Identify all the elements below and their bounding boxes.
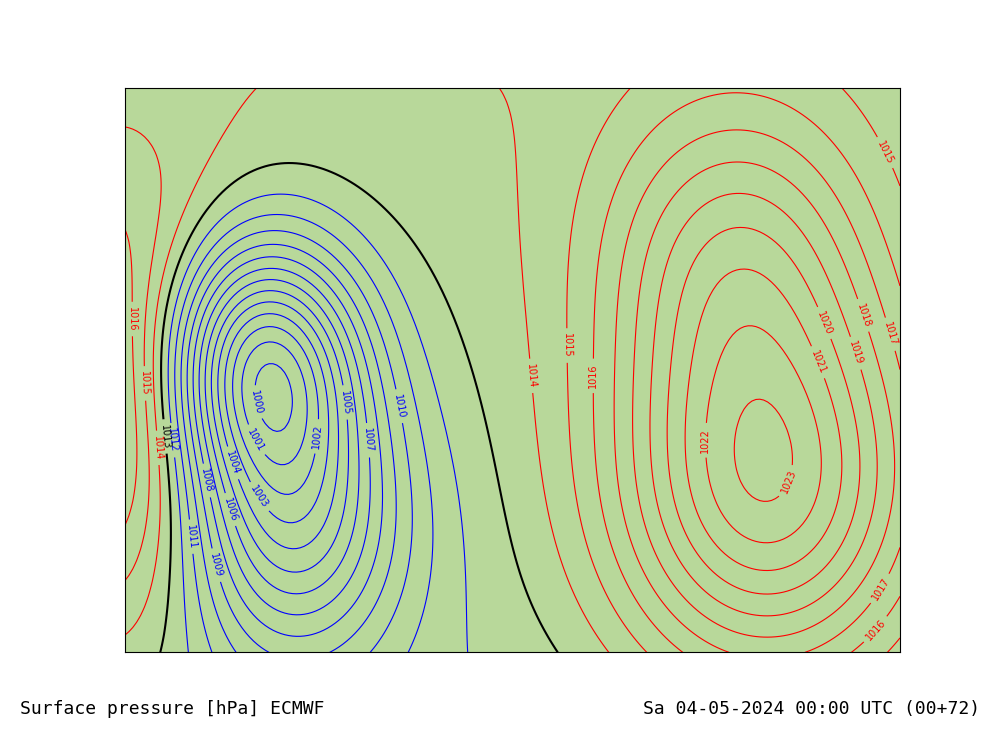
Text: 1013: 1013 (159, 424, 171, 449)
Text: 1015: 1015 (139, 371, 150, 396)
Text: 1015: 1015 (875, 139, 895, 166)
Text: 1011: 1011 (185, 524, 197, 549)
Text: 1020: 1020 (815, 309, 834, 336)
Text: 1017: 1017 (882, 321, 899, 347)
Text: 1016: 1016 (864, 617, 888, 642)
Text: 1000: 1000 (249, 389, 264, 416)
Text: 1016: 1016 (588, 364, 598, 388)
Text: 1009: 1009 (208, 552, 224, 578)
Text: 1016: 1016 (127, 306, 137, 331)
Text: 1018: 1018 (855, 302, 872, 328)
Text: 1008: 1008 (199, 468, 214, 493)
Text: 1021: 1021 (809, 349, 827, 375)
Text: 1006: 1006 (222, 496, 239, 523)
Text: 1012: 1012 (166, 427, 179, 453)
Text: 1014: 1014 (525, 364, 537, 388)
Text: 1014: 1014 (152, 435, 164, 460)
Text: 1005: 1005 (339, 389, 352, 415)
Text: 1022: 1022 (700, 428, 711, 453)
Text: 1010: 1010 (392, 393, 407, 419)
Text: 1004: 1004 (224, 450, 241, 476)
Text: 1007: 1007 (362, 427, 374, 453)
Text: 1003: 1003 (248, 484, 270, 510)
Text: 1002: 1002 (311, 424, 324, 449)
Text: 1001: 1001 (245, 427, 266, 454)
Text: 1019: 1019 (847, 340, 864, 366)
Text: 1015: 1015 (562, 334, 572, 358)
Text: 1017: 1017 (870, 575, 891, 602)
Text: 1023: 1023 (779, 468, 798, 496)
Text: Surface pressure [hPa] ECMWF: Surface pressure [hPa] ECMWF (20, 700, 324, 718)
Text: Sa 04-05-2024 00:00 UTC (00+72): Sa 04-05-2024 00:00 UTC (00+72) (643, 700, 980, 718)
